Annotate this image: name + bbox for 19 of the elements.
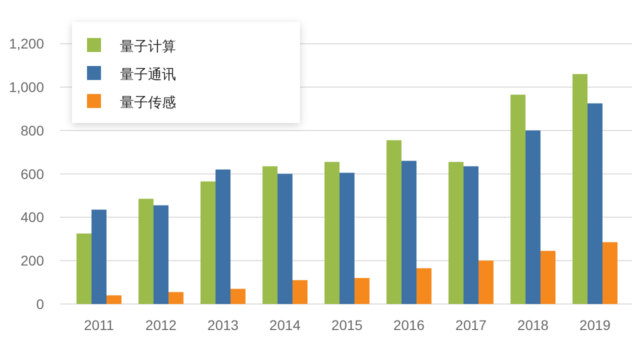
x-tick-label: 2011 — [84, 317, 114, 333]
x-tick-label: 2015 — [331, 317, 363, 333]
x-tick-label: 2019 — [579, 317, 611, 333]
y-tick-label: 800 — [20, 122, 44, 138]
y-tick-label: 400 — [20, 209, 44, 226]
x-tick-label: 2014 — [269, 317, 301, 333]
x-tick-label: 2016 — [393, 317, 425, 333]
legend-label: 量子传感 — [120, 94, 176, 110]
y-tick-label: 600 — [20, 166, 44, 182]
x-tick-label: 2012 — [145, 317, 177, 333]
y-tick-label: 1,200 — [8, 36, 44, 52]
y-tick-label: 1,000 — [8, 79, 44, 96]
x-tick-label: 2013 — [207, 317, 239, 333]
x-tick-label: 2018 — [517, 317, 549, 333]
y-tick-label: 0 — [36, 296, 44, 312]
legend-label: 量子计算 — [120, 38, 176, 54]
y-tick-label: 200 — [20, 252, 44, 269]
legend-label: 量子通讯 — [120, 66, 176, 82]
x-tick-label: 2017 — [455, 317, 487, 333]
